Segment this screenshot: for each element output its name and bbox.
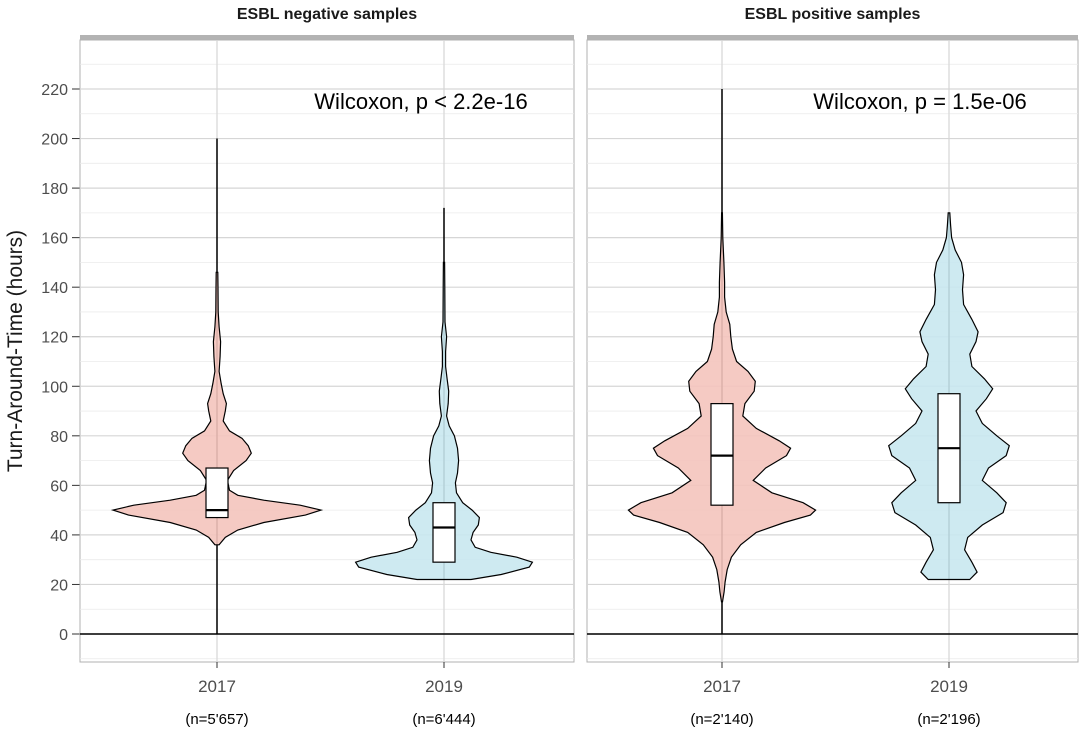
- sample-size-label-0-0: (n=5'657): [185, 711, 248, 728]
- sample-size-label-1-1: (n=2'196): [917, 711, 980, 728]
- box-1-2017: [710, 403, 734, 506]
- sample-size-label-0-1: (n=6'444): [412, 711, 475, 728]
- x-tick-label-0-0: 2017: [198, 677, 236, 696]
- y-tick-label-160: 160: [41, 231, 68, 248]
- y-tick-label-180: 180: [41, 181, 68, 198]
- x-tick-label-1-1: 2019: [930, 677, 968, 696]
- panel-title-0: ESBL negative samples: [237, 6, 417, 23]
- y-tick-label-60: 60: [50, 478, 68, 495]
- panel-title-1: ESBL positive samples: [745, 6, 921, 23]
- y-tick-label-100: 100: [41, 379, 68, 396]
- y-tick-label-0: 0: [59, 627, 68, 644]
- violin-0-2019: [354, 261, 534, 581]
- x-tick-label-1-0: 2017: [703, 677, 741, 696]
- box-0-2017: [205, 467, 229, 519]
- y-axis-title: Turn-Around-Time (hours): [4, 230, 27, 472]
- x-tick-label-0-1: 2019: [425, 677, 463, 696]
- wilcoxon-annotation-1: Wilcoxon, p = 1.5e-06: [813, 89, 1026, 114]
- y-tick-label-140: 140: [41, 280, 68, 297]
- y-tick-label-220: 220: [41, 82, 68, 99]
- y-tick-label-80: 80: [50, 429, 68, 446]
- panel-strip-bar-0: [80, 35, 574, 41]
- y-tick-label-20: 20: [50, 577, 68, 594]
- panel-strip-bar-1: [587, 35, 1078, 41]
- wilcoxon-annotation-0: Wilcoxon, p < 2.2e-16: [314, 89, 527, 114]
- y-tick-label-40: 40: [50, 528, 68, 545]
- sample-size-label-1-0: (n=2'140): [690, 711, 753, 728]
- y-tick-label-200: 200: [41, 132, 68, 149]
- y-tick-label-120: 120: [41, 330, 68, 347]
- panel-frame-1: [586, 39, 1079, 663]
- box-0-2019: [432, 502, 456, 563]
